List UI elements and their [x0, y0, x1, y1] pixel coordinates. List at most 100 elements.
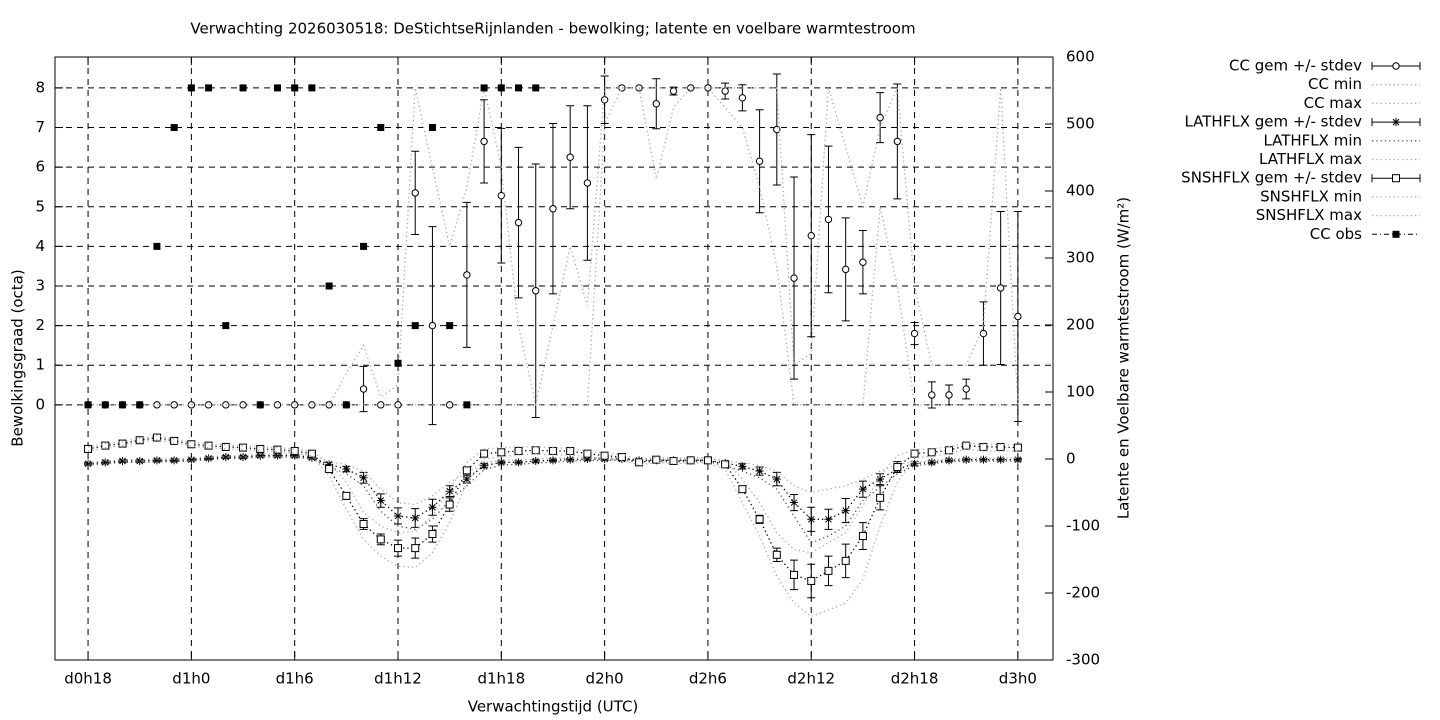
point [755, 157, 764, 165]
point [152, 456, 161, 465]
y2-tick-label: -200 [1066, 584, 1100, 602]
point [239, 443, 248, 452]
point [101, 458, 110, 467]
y2-tick-label: -300 [1066, 651, 1100, 669]
point [635, 458, 644, 467]
point [428, 124, 436, 132]
point [204, 441, 213, 450]
series-line [88, 87, 1019, 406]
point [1392, 230, 1400, 238]
point [480, 84, 488, 92]
point [549, 205, 557, 213]
x-axis-label: Verwachtingstijd (UTC) [468, 698, 639, 716]
point [187, 455, 196, 464]
point [497, 448, 506, 457]
point [480, 449, 489, 458]
point [859, 258, 867, 266]
point [790, 274, 798, 282]
y-tick-label: 0 [35, 395, 45, 413]
point [428, 321, 437, 330]
point [221, 452, 230, 461]
y-tick-label: 4 [35, 237, 45, 255]
point [325, 460, 334, 469]
point [532, 84, 540, 92]
legend-label: SNSHFLX max [1256, 206, 1362, 224]
point [135, 457, 144, 466]
point [893, 463, 902, 472]
point [290, 446, 299, 455]
legend-label: CC obs [1310, 225, 1362, 243]
y-tick-label: 1 [35, 356, 45, 374]
point [307, 449, 316, 458]
point [738, 94, 747, 102]
y-tick-label: 2 [35, 316, 45, 334]
point [153, 242, 161, 250]
point [910, 459, 919, 468]
point [738, 485, 747, 494]
point [841, 506, 850, 515]
point [256, 444, 265, 453]
point [531, 457, 540, 466]
point [945, 391, 953, 399]
point [531, 446, 540, 455]
point [583, 455, 592, 463]
point [239, 452, 248, 461]
point [790, 570, 799, 579]
point [273, 84, 281, 92]
point [376, 496, 385, 505]
point [411, 513, 420, 522]
point [514, 218, 523, 227]
point [755, 515, 764, 524]
point [480, 137, 488, 146]
point [273, 445, 282, 454]
point [325, 282, 333, 290]
point [463, 271, 471, 279]
point [652, 100, 660, 108]
point [101, 441, 110, 450]
legend-label: CC min [1308, 75, 1362, 93]
point [548, 456, 557, 465]
point [876, 113, 884, 122]
y-tick-label: 3 [35, 276, 45, 294]
point [307, 453, 316, 462]
point [411, 322, 419, 330]
x-tick-label: d1h12 [374, 670, 422, 688]
x-tick-label: d2h18 [891, 670, 939, 688]
x-tick-label: d0h18 [64, 670, 112, 688]
point [635, 84, 643, 92]
point [824, 566, 833, 575]
point [807, 231, 815, 240]
point [462, 466, 471, 475]
point [291, 84, 299, 92]
point [618, 84, 626, 92]
point [1392, 62, 1400, 70]
point [962, 385, 970, 393]
point [377, 124, 385, 132]
point [170, 124, 178, 132]
point [136, 401, 144, 409]
point [221, 442, 230, 451]
point [428, 503, 437, 512]
point [669, 457, 678, 466]
point [497, 84, 505, 92]
point [84, 401, 92, 409]
point [170, 436, 179, 445]
point [773, 125, 781, 134]
point [118, 457, 127, 466]
point [187, 84, 195, 92]
point [239, 84, 247, 92]
point [996, 442, 1005, 451]
point [1392, 118, 1400, 127]
legend-label: LATHFLX min [1263, 131, 1362, 149]
legend-label: SNSHFLX gem +/- stdev [1181, 169, 1362, 187]
y2-tick-label: 100 [1066, 383, 1095, 401]
point [996, 284, 1005, 292]
point [669, 87, 678, 95]
point [962, 441, 971, 450]
point [738, 462, 747, 471]
series-line [87, 434, 1018, 554]
point [118, 401, 126, 409]
y2-tick-label: 400 [1066, 182, 1095, 200]
point [790, 498, 799, 507]
series-line [87, 438, 1018, 618]
